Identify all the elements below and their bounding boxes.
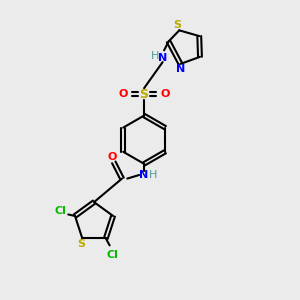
Text: S: S <box>173 20 181 30</box>
Text: Cl: Cl <box>107 250 118 260</box>
Text: O: O <box>118 89 128 99</box>
Text: O: O <box>108 152 117 162</box>
Text: N: N <box>158 53 167 63</box>
Text: O: O <box>160 89 170 99</box>
Text: S: S <box>77 238 85 249</box>
Text: Cl: Cl <box>54 206 66 216</box>
Text: H: H <box>151 51 159 61</box>
Text: N: N <box>140 170 149 180</box>
Text: S: S <box>140 88 148 100</box>
Text: H: H <box>149 170 158 180</box>
Text: N: N <box>176 64 186 74</box>
